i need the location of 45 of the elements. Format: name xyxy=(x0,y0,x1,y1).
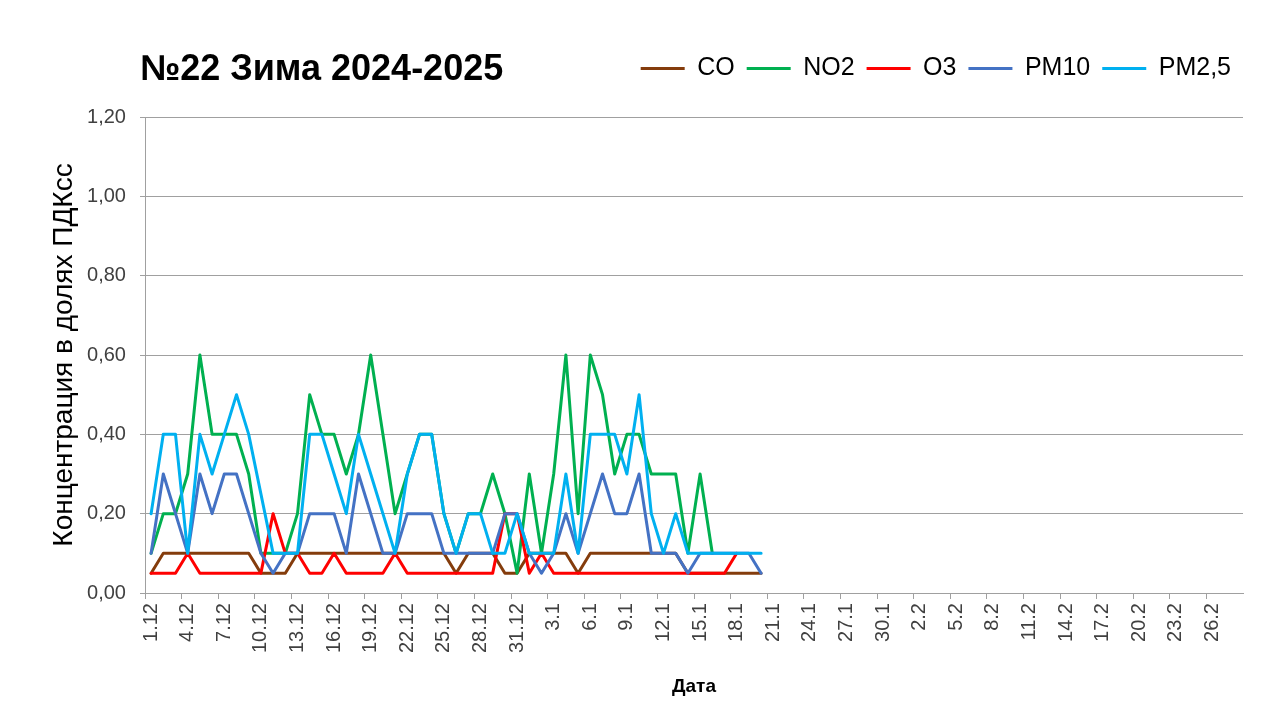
x-tick-label: 18.1 xyxy=(724,603,747,642)
x-tick-label: 10.12 xyxy=(248,603,271,654)
x-tick-label: 9.1 xyxy=(614,603,637,631)
x-tick-label: 11.2 xyxy=(1017,603,1040,641)
legend-label: NO2 xyxy=(803,52,855,81)
legend-label: PM2,5 xyxy=(1158,52,1232,81)
x-tick-label: 15.1 xyxy=(687,603,710,642)
x-tick-label: 17.2 xyxy=(1090,603,1113,642)
x-tick-label: 5.2 xyxy=(943,603,966,631)
x-tick-label: 4.12 xyxy=(175,603,198,642)
x-tick-label: 21.1 xyxy=(760,603,783,642)
y-tick-label: 1,00 xyxy=(87,183,126,206)
x-tick-label: 16.12 xyxy=(321,603,344,654)
x-tick-label: 25.12 xyxy=(431,603,454,654)
x-tick-label: 1.12 xyxy=(138,603,161,642)
x-tick-label: 8.2 xyxy=(980,603,1003,631)
x-tick-label: 27.1 xyxy=(834,603,857,642)
x-tick-label: 6.1 xyxy=(577,603,600,631)
x-tick-label: 23.2 xyxy=(1163,603,1186,642)
legend-label: O3 xyxy=(923,52,957,81)
x-tick-label: 3.1 xyxy=(541,603,564,631)
x-tick-label: 22.12 xyxy=(394,603,417,654)
x-tick-label: 30.1 xyxy=(870,603,893,642)
x-tick-label: 13.12 xyxy=(285,603,308,654)
y-tick-label: 0,40 xyxy=(87,421,126,444)
x-tick-label: 26.2 xyxy=(1200,603,1223,642)
x-tick-label: 2.2 xyxy=(907,603,930,631)
x-tick-label: 24.1 xyxy=(797,603,820,642)
x-tick-label: 12.1 xyxy=(651,603,674,642)
y-tick-label: 0,20 xyxy=(87,501,126,524)
y-tick-label: 0,60 xyxy=(87,342,126,365)
x-axis-title: Дата xyxy=(672,674,717,696)
y-axis-title: Концентрация в долях ПДКсс xyxy=(46,163,78,547)
y-tick-label: 0,80 xyxy=(87,263,126,286)
x-tick-label: 14.2 xyxy=(1053,603,1076,642)
x-tick-label: 7.12 xyxy=(211,603,234,642)
y-tick-label: 0,00 xyxy=(87,580,126,603)
x-tick-label: 31.12 xyxy=(504,603,527,654)
y-tick-label: 1,20 xyxy=(87,104,126,127)
x-tick-label: 28.12 xyxy=(468,603,491,654)
x-tick-label: 19.12 xyxy=(358,603,381,654)
x-tick-label: 20.2 xyxy=(1126,603,1149,642)
chart-title: №22 Зима 2024-2025 xyxy=(140,47,504,89)
legend-label: PM10 xyxy=(1024,52,1091,81)
legend-label: CO xyxy=(697,52,735,81)
